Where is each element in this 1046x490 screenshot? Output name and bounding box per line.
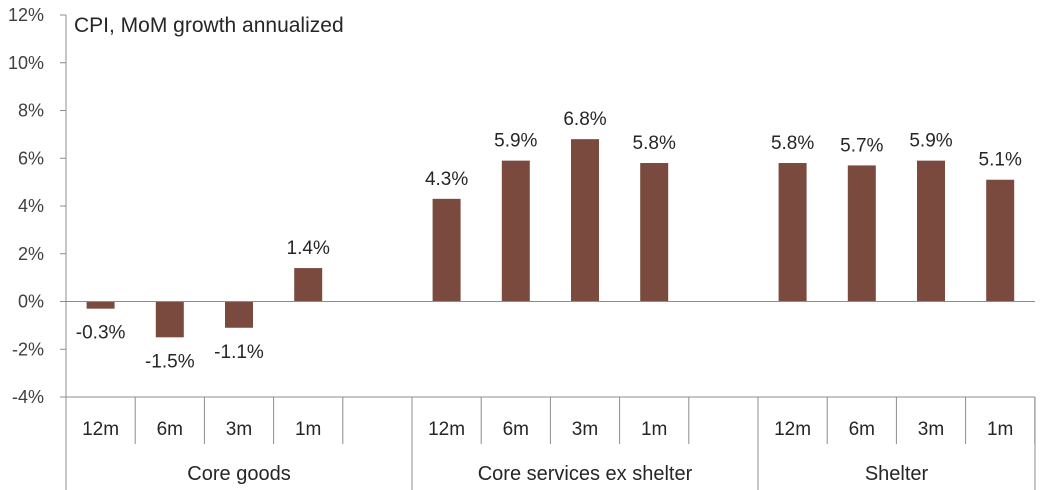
y-tick-label: -2% (12, 339, 44, 359)
bars (86, 139, 1015, 338)
bar-data-label: 1.4% (287, 238, 330, 259)
bar-data-label: 5.8% (633, 133, 676, 154)
bar (432, 198, 461, 302)
bar (155, 301, 184, 338)
y-tick-label: 0% (18, 292, 44, 312)
category-label: 12m (774, 419, 811, 440)
group-label: Core goods (187, 463, 290, 485)
category-label: 1m (987, 419, 1013, 440)
category-label: 1m (295, 419, 321, 440)
bar-data-label: -0.3% (76, 323, 126, 344)
category-label: 12m (428, 419, 465, 440)
bar (986, 179, 1015, 302)
chart-title: CPI, MoM growth annualized (74, 14, 344, 37)
bar (917, 160, 945, 302)
bar (294, 268, 323, 302)
bar (847, 165, 876, 302)
y-tick-label: 2% (18, 244, 44, 264)
bar (571, 139, 599, 302)
y-tick-label: 12% (8, 5, 44, 25)
bar-data-label: 5.9% (494, 131, 537, 152)
bar-data-label: -1.5% (145, 351, 195, 372)
category-label: 6m (503, 419, 529, 440)
bar (640, 163, 669, 302)
category-label: 3m (572, 419, 598, 440)
data-labels: -0.3% -1.5% -1.1% 1.4% 4.3% 5.9% 6.8% 5.8% 5.8% 5… (76, 109, 1022, 372)
y-axis: -4% -2% 0% 2% 4% 6% 8% 10% 12% (8, 5, 67, 407)
bar (225, 301, 253, 328)
bar-data-label: 5.8% (771, 133, 814, 154)
bar-data-label: 5.9% (909, 131, 952, 152)
y-tick-label: 10% (8, 53, 44, 73)
bar-data-label: 4.3% (425, 169, 468, 190)
category-label: 1m (641, 419, 667, 440)
bar (778, 163, 807, 302)
y-tick-label: 8% (18, 101, 44, 121)
y-tick-label: -4% (12, 387, 44, 407)
category-label: 3m (226, 419, 252, 440)
bar-data-label: 5.7% (840, 135, 883, 156)
bar (86, 301, 115, 309)
category-label: 12m (82, 419, 119, 440)
y-tick-label: 4% (18, 196, 44, 216)
x-axis: 12m 6m 3m 1m Core goods 12m 6m 3m 1m Core service… (65, 301, 1036, 490)
bar-data-label: 5.1% (979, 150, 1022, 171)
category-label: 6m (157, 419, 183, 440)
group-label: Shelter (865, 463, 929, 485)
bar (501, 160, 530, 302)
group-label: Core services ex shelter (478, 463, 693, 485)
bar-data-label: 6.8% (563, 109, 606, 130)
category-label: 3m (918, 419, 944, 440)
bar-data-label: -1.1% (214, 342, 264, 363)
y-tick-label: 6% (18, 148, 44, 168)
category-label: 6m (849, 419, 875, 440)
